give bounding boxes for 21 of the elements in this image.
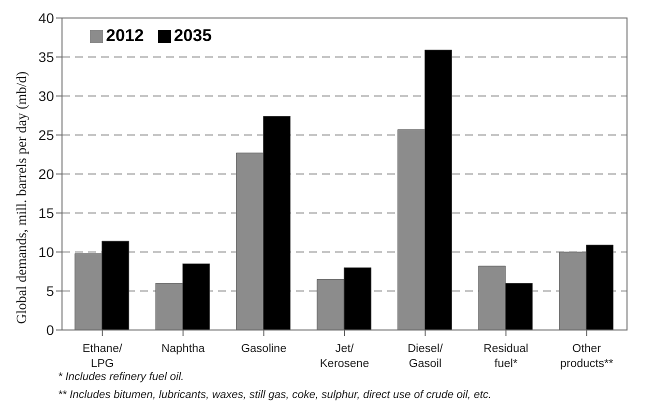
legend-label: 2035 [172,26,212,46]
y-tick-label: 15 [38,204,54,221]
y-tick-label: 0 [46,322,54,338]
x-tick-label: Other products** [560,343,614,370]
y-tick-label: 5 [46,282,54,299]
x-tick-label: Residual fuel* [484,343,528,370]
legend-label: 2012 [105,26,144,46]
y-tick-label: 40 [38,10,54,26]
y-tick-label: 35 [38,48,54,65]
x-tick-label: Ethane/ LPG [82,343,123,370]
y-tick-label: 25 [38,126,54,143]
y-axis-title: Global demands, mill. barrels per day (mb/d) [14,70,30,324]
y-tick-label: 10 [38,244,54,260]
y-tick-label: 30 [38,88,54,104]
x-tick-label: Diesel/ Gasoil [408,343,444,370]
text: ** Includes bitumen, lubricants, waxes, still gas, coke, sulphur, direct use of crude oil, etc. [58,388,492,403]
text: * Includes refinery fuel oil. [58,371,184,383]
x-tick-label: Gasoline [241,343,286,355]
x-tick-label: Naphtha [161,343,206,355]
x-tick-label: Jet/ Kerosene [320,343,370,370]
y-tick-label: 20 [38,166,54,182]
